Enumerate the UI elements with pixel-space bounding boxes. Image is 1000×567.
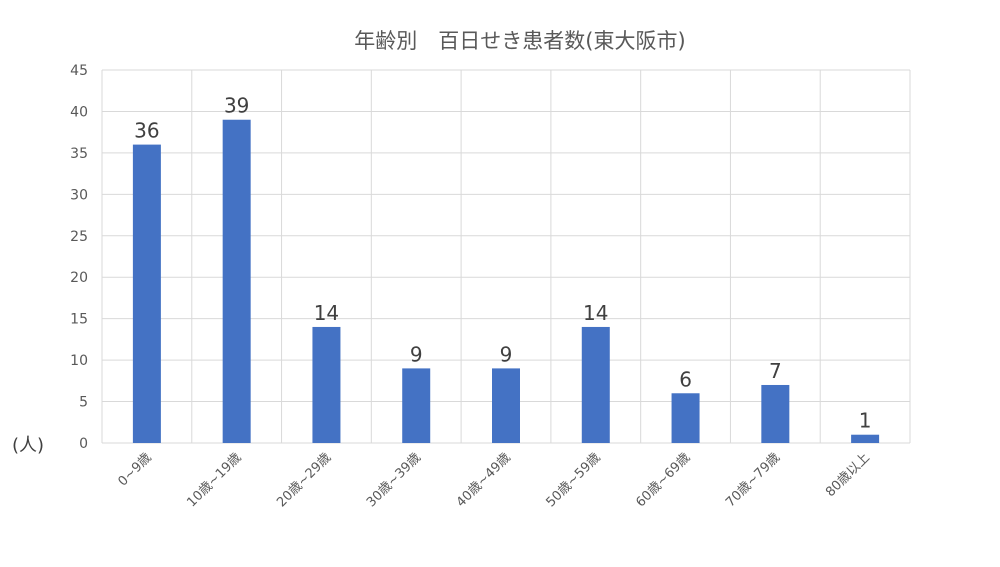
x-tick-label: 10歳~19歳	[184, 450, 244, 510]
data-label: 36	[134, 119, 159, 143]
x-axis-ticks: 0~9歳 10歳~19歳 20歳~29歳 30歳~39歳 40歳~49歳 50歳~59歳 6…	[116, 450, 873, 510]
y-tick-label: 15	[70, 312, 88, 328]
data-label: 14	[314, 301, 339, 325]
x-tick-label: 40歳~49歳	[454, 450, 514, 510]
bar	[851, 434, 880, 443]
data-label: 9	[500, 342, 513, 366]
y-tick-label: 35	[70, 146, 88, 162]
data-label: 1	[859, 409, 872, 433]
x-tick-label: 50歳~59歳	[544, 450, 604, 510]
bar	[402, 368, 431, 443]
data-label: 39	[224, 94, 249, 118]
x-tick-label: 70歳~79歳	[723, 450, 783, 510]
y-tick-label: 5	[79, 395, 88, 411]
x-tick-label: 20歳~29歳	[274, 450, 334, 510]
y-tick-label: 20	[70, 270, 88, 286]
data-labels: 36 39 14 9 9 14 6 7 1	[134, 94, 871, 433]
chart-title: 年齢別 百日せき患者数(東大阪市)	[354, 29, 685, 53]
bar	[671, 393, 700, 443]
y-tick-label: 25	[70, 229, 88, 245]
bar	[581, 326, 610, 443]
y-tick-label: 30	[70, 187, 88, 203]
y-tick-label: 0	[79, 436, 88, 452]
x-tick-label: 60歳~69歳	[633, 450, 693, 510]
data-label: 7	[769, 359, 782, 383]
data-label: 6	[679, 367, 692, 391]
y-tick-label: 10	[70, 353, 88, 369]
bar	[761, 384, 790, 443]
bars	[132, 119, 880, 443]
data-label: 14	[583, 301, 608, 325]
y-tick-label: 40	[70, 104, 88, 120]
bar	[222, 119, 251, 443]
bar	[492, 368, 520, 443]
bar	[132, 144, 161, 443]
x-tick-label: 80歳以上	[823, 450, 873, 500]
y-tick-label: 45	[70, 63, 88, 79]
x-tick-label: 0~9歳	[116, 450, 155, 489]
data-label: 9	[410, 342, 423, 366]
bar	[312, 326, 341, 443]
y-axis-unit-label: (人)	[12, 435, 44, 456]
x-tick-label: 30歳~39歳	[364, 450, 424, 510]
y-axis-ticks: 0 5 10 15 20 25 30 35 40 45	[70, 63, 88, 452]
